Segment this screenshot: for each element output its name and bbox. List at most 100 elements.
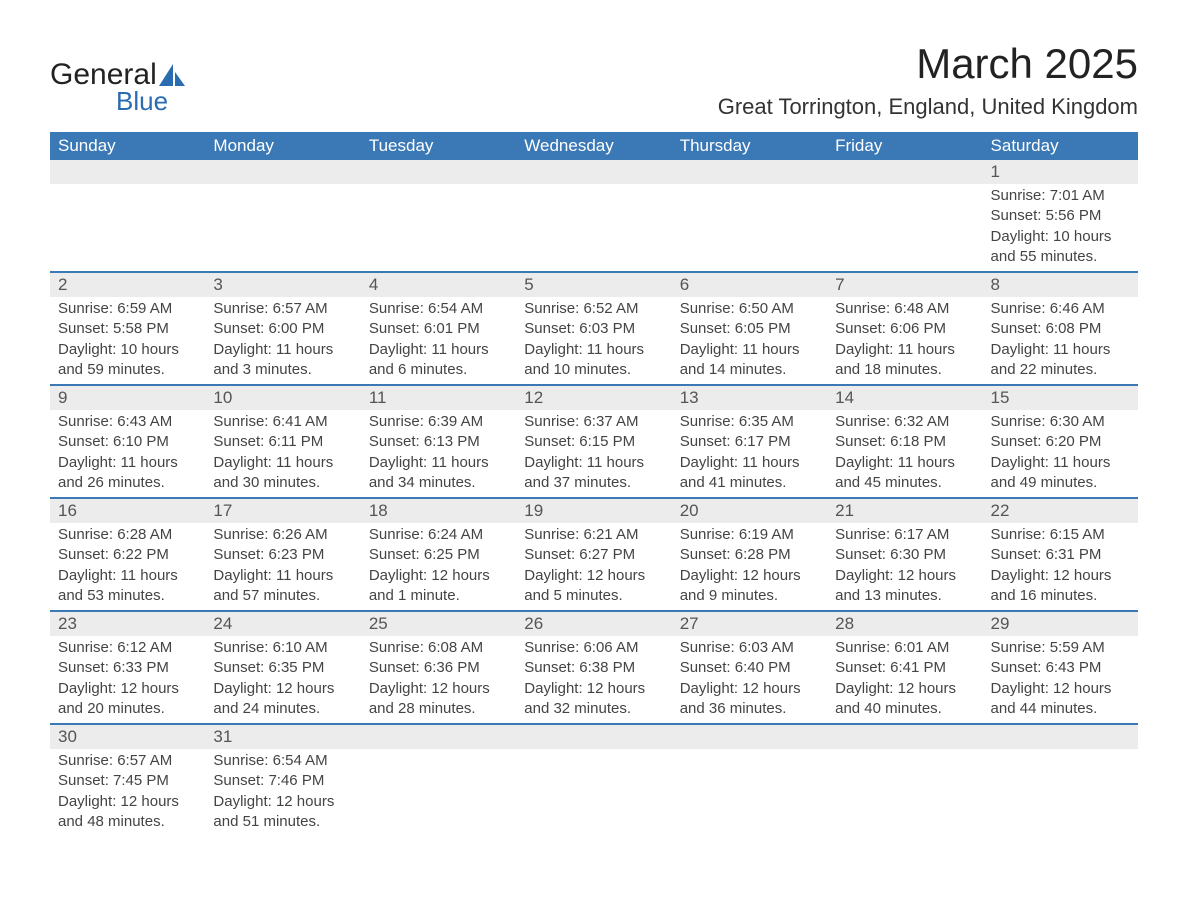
day-cell: Sunrise: 5:59 AMSunset: 6:43 PMDaylight:… [983, 636, 1138, 724]
dl1-text: Daylight: 12 hours [835, 679, 974, 699]
day-number: 31 [205, 724, 360, 749]
dl1-text: Daylight: 12 hours [524, 679, 663, 699]
sunrise-text: Sunrise: 6:01 AM [835, 638, 974, 658]
dl2-text: and 32 minutes. [524, 699, 663, 719]
dl1-text: Daylight: 11 hours [680, 340, 819, 360]
day-number: 10 [205, 385, 360, 410]
dl2-text: and 1 minute. [369, 586, 508, 606]
day-number [672, 724, 827, 749]
sunrise-text: Sunrise: 6:37 AM [524, 412, 663, 432]
sunrise-text: Sunrise: 7:01 AM [991, 186, 1130, 206]
daynum-row: 2345678 [50, 272, 1138, 297]
day-number: 21 [827, 498, 982, 523]
sunset-text: Sunset: 6:31 PM [991, 545, 1130, 565]
day-number: 29 [983, 611, 1138, 636]
dl1-text: Daylight: 11 hours [58, 453, 197, 473]
sunset-text: Sunset: 6:40 PM [680, 658, 819, 678]
calendar-header: Sunday Monday Tuesday Wednesday Thursday… [50, 132, 1138, 160]
dl1-text: Daylight: 12 hours [991, 566, 1130, 586]
day-cell: Sunrise: 6:03 AMSunset: 6:40 PMDaylight:… [672, 636, 827, 724]
day-number [672, 160, 827, 184]
calendar-body: 1Sunrise: 7:01 AMSunset: 5:56 PMDaylight… [50, 160, 1138, 836]
day-cell: Sunrise: 6:54 AMSunset: 6:01 PMDaylight:… [361, 297, 516, 385]
day-number: 16 [50, 498, 205, 523]
day-header: Tuesday [361, 132, 516, 160]
day-cell [827, 749, 982, 836]
day-header: Thursday [672, 132, 827, 160]
dl2-text: and 37 minutes. [524, 473, 663, 493]
day-number: 7 [827, 272, 982, 297]
dl2-text: and 45 minutes. [835, 473, 974, 493]
sunset-text: Sunset: 5:58 PM [58, 319, 197, 339]
sunset-text: Sunset: 6:17 PM [680, 432, 819, 452]
day-number [983, 724, 1138, 749]
day-cell: Sunrise: 6:12 AMSunset: 6:33 PMDaylight:… [50, 636, 205, 724]
dl2-text: and 10 minutes. [524, 360, 663, 380]
dl1-text: Daylight: 11 hours [369, 340, 508, 360]
sunrise-text: Sunrise: 6:48 AM [835, 299, 974, 319]
dl1-text: Daylight: 12 hours [213, 792, 352, 812]
day-number [827, 724, 982, 749]
dl1-text: Daylight: 11 hours [369, 453, 508, 473]
day-cell: Sunrise: 6:41 AMSunset: 6:11 PMDaylight:… [205, 410, 360, 498]
dl2-text: and 13 minutes. [835, 586, 974, 606]
day-cell: Sunrise: 6:54 AMSunset: 7:46 PMDaylight:… [205, 749, 360, 836]
day-number: 9 [50, 385, 205, 410]
dl1-text: Daylight: 11 hours [213, 566, 352, 586]
day-cell [361, 749, 516, 836]
dl1-text: Daylight: 10 hours [991, 227, 1130, 247]
day-cell: Sunrise: 6:26 AMSunset: 6:23 PMDaylight:… [205, 523, 360, 611]
location: Great Torrington, England, United Kingdo… [718, 94, 1138, 120]
day-number: 8 [983, 272, 1138, 297]
sunset-text: Sunset: 6:36 PM [369, 658, 508, 678]
month-title: March 2025 [718, 40, 1138, 88]
sunset-text: Sunset: 6:25 PM [369, 545, 508, 565]
day-cell: Sunrise: 6:30 AMSunset: 6:20 PMDaylight:… [983, 410, 1138, 498]
daynum-row: 3031 [50, 724, 1138, 749]
sunrise-text: Sunrise: 6:32 AM [835, 412, 974, 432]
sunset-text: Sunset: 6:30 PM [835, 545, 974, 565]
day-number: 23 [50, 611, 205, 636]
sunrise-text: Sunrise: 6:43 AM [58, 412, 197, 432]
day-cell: Sunrise: 6:19 AMSunset: 6:28 PMDaylight:… [672, 523, 827, 611]
dl2-text: and 22 minutes. [991, 360, 1130, 380]
dl1-text: Daylight: 11 hours [991, 340, 1130, 360]
sunset-text: Sunset: 6:41 PM [835, 658, 974, 678]
sunrise-text: Sunrise: 6:52 AM [524, 299, 663, 319]
dl1-text: Daylight: 10 hours [58, 340, 197, 360]
sunset-text: Sunset: 6:22 PM [58, 545, 197, 565]
sunrise-text: Sunrise: 6:15 AM [991, 525, 1130, 545]
day-cell: Sunrise: 6:21 AMSunset: 6:27 PMDaylight:… [516, 523, 671, 611]
sunrise-text: Sunrise: 6:41 AM [213, 412, 352, 432]
day-cell: Sunrise: 6:10 AMSunset: 6:35 PMDaylight:… [205, 636, 360, 724]
dl1-text: Daylight: 11 hours [524, 340, 663, 360]
dl1-text: Daylight: 12 hours [680, 679, 819, 699]
day-cell: Sunrise: 6:52 AMSunset: 6:03 PMDaylight:… [516, 297, 671, 385]
day-number [361, 160, 516, 184]
dl1-text: Daylight: 12 hours [213, 679, 352, 699]
day-cell: Sunrise: 7:01 AMSunset: 5:56 PMDaylight:… [983, 184, 1138, 272]
sunset-text: Sunset: 6:18 PM [835, 432, 974, 452]
sunset-text: Sunset: 6:27 PM [524, 545, 663, 565]
dl2-text: and 18 minutes. [835, 360, 974, 380]
day-cell [50, 184, 205, 272]
day-cell: Sunrise: 6:32 AMSunset: 6:18 PMDaylight:… [827, 410, 982, 498]
day-number: 17 [205, 498, 360, 523]
day-cell: Sunrise: 6:57 AMSunset: 7:45 PMDaylight:… [50, 749, 205, 836]
dl2-text: and 49 minutes. [991, 473, 1130, 493]
dl2-text: and 16 minutes. [991, 586, 1130, 606]
dl1-text: Daylight: 11 hours [213, 453, 352, 473]
dl2-text: and 14 minutes. [680, 360, 819, 380]
dl1-text: Daylight: 12 hours [524, 566, 663, 586]
day-number: 2 [50, 272, 205, 297]
dl1-text: Daylight: 12 hours [991, 679, 1130, 699]
day-number: 12 [516, 385, 671, 410]
day-cell [827, 184, 982, 272]
sunrise-text: Sunrise: 6:50 AM [680, 299, 819, 319]
day-header: Saturday [983, 132, 1138, 160]
day-number: 13 [672, 385, 827, 410]
sail-icon [159, 64, 185, 86]
day-cell: Sunrise: 6:08 AMSunset: 6:36 PMDaylight:… [361, 636, 516, 724]
sunrise-text: Sunrise: 6:54 AM [369, 299, 508, 319]
sunset-text: Sunset: 6:00 PM [213, 319, 352, 339]
